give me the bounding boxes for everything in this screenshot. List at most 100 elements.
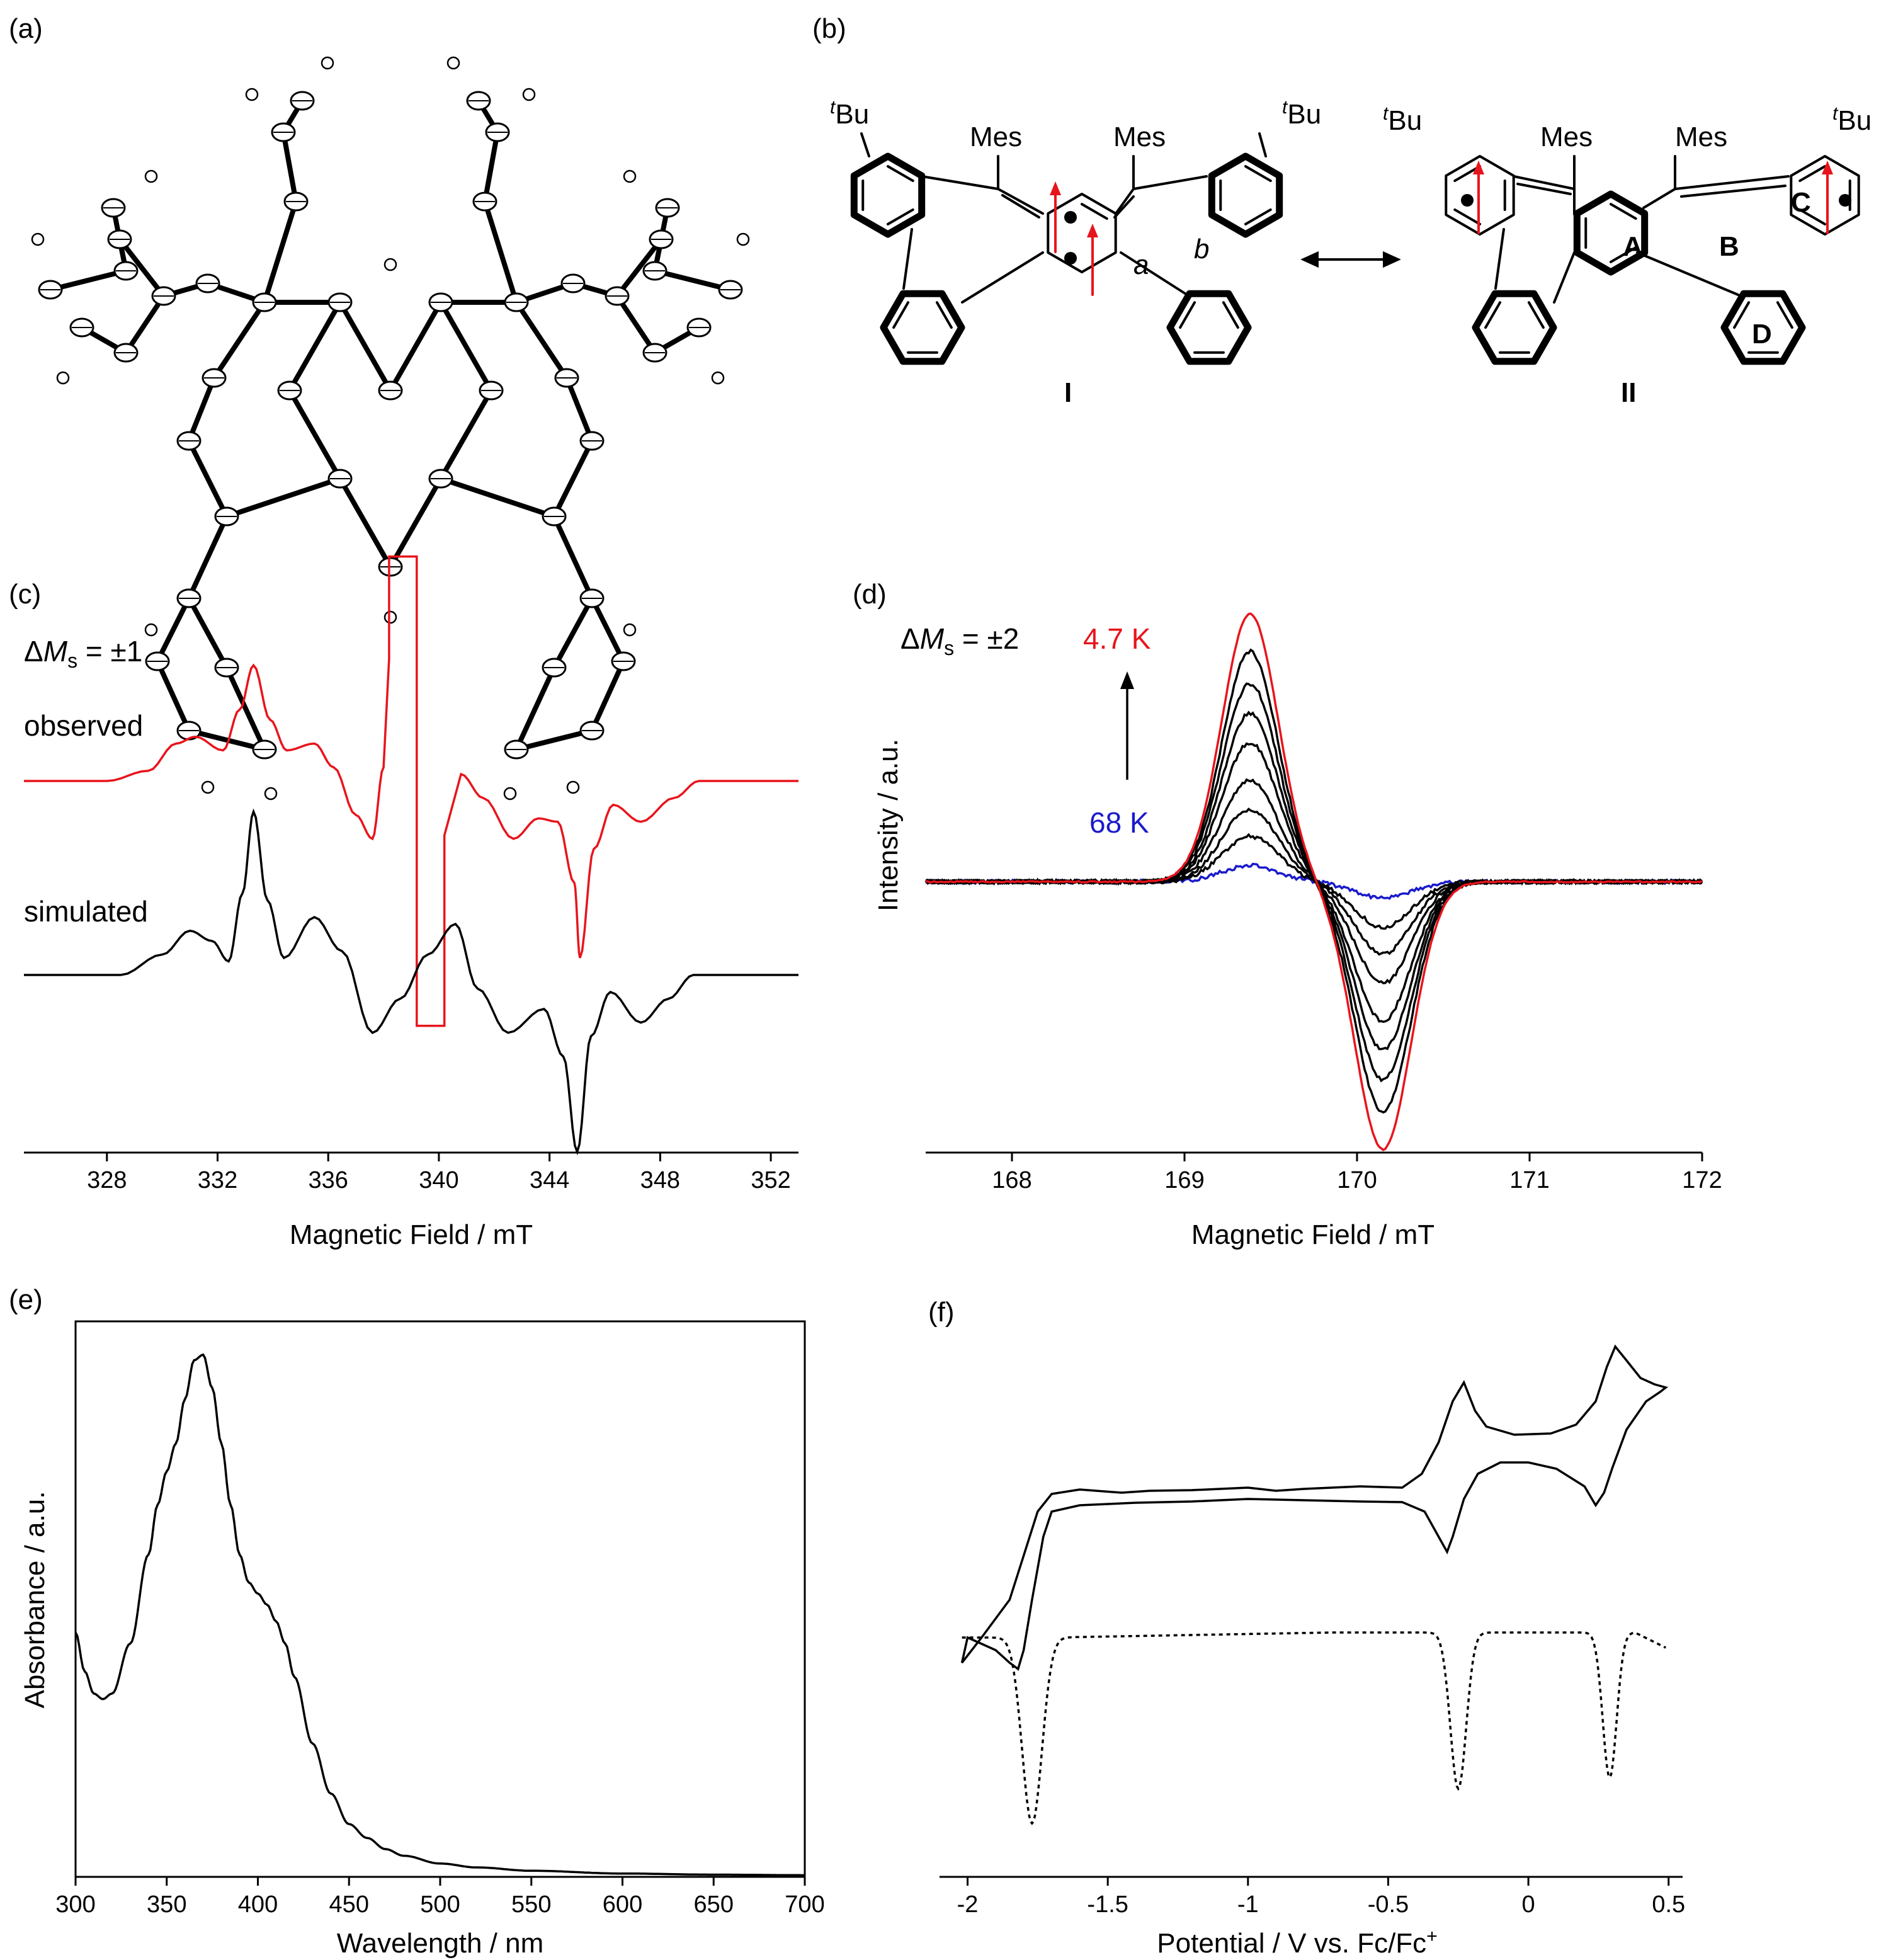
ortep-hydrogen [566, 780, 580, 794]
f-tick-label: -1 [1237, 1891, 1259, 1918]
d-spectrum-line [925, 612, 1703, 1151]
e-y-axis-label: Absorbance / a.u. [20, 1491, 50, 1709]
ring-II-C [1790, 155, 1860, 236]
ring-I-tr-inner [1244, 165, 1272, 183]
panel-d-label: (d) [853, 579, 887, 610]
ortep-hydrogen [446, 56, 460, 70]
tbu-label-3: tBu [1383, 103, 1422, 137]
ring-I-tl-inner [887, 165, 914, 183]
ring-II-C-inner [1798, 208, 1826, 225]
f-cv-line [960, 1344, 1669, 1671]
c-tick-label: 328 [87, 1167, 127, 1194]
ring-I-bl-inner [935, 301, 953, 329]
ortep-bond [117, 237, 166, 298]
ortep-bond [186, 515, 229, 600]
ring-I-br-inner [1179, 301, 1196, 329]
ortep-bond [615, 294, 657, 355]
panel-f-label: (f) [928, 1297, 955, 1328]
d-legend-68K: 68 K [1089, 806, 1149, 839]
bond [1115, 188, 1135, 215]
bond [1120, 251, 1188, 296]
ortep-bond [552, 597, 594, 669]
bond [1642, 188, 1676, 209]
ring-label-D: D [1752, 319, 1772, 350]
ortep-bond [338, 301, 393, 392]
c-tick-label: 332 [198, 1167, 237, 1194]
d-tick-label: 171 [1509, 1167, 1549, 1194]
bond [1553, 251, 1576, 304]
ortep-bond [155, 660, 191, 732]
c-observed-label: observed [24, 709, 143, 742]
ortep-bond [654, 268, 731, 292]
mes-label-2: Mes [1113, 122, 1166, 152]
ortep-bond [155, 597, 191, 663]
f-tick-label: -0.5 [1368, 1891, 1409, 1918]
tbu-label-1: tBu [830, 97, 869, 130]
d-tick-label: 169 [1164, 1167, 1204, 1194]
radical-dot-I-2 [1064, 252, 1077, 265]
ortep-bond [338, 477, 393, 568]
ring-label-C: C [1791, 187, 1811, 218]
ortep-bond [186, 440, 229, 518]
structure-I-label: I [1064, 377, 1072, 408]
ortep-bond [287, 301, 343, 392]
ortep-hydrogen [144, 169, 158, 183]
bond [921, 175, 999, 190]
bond [1680, 185, 1787, 198]
ortep-bond [212, 300, 267, 380]
ortep-bond [516, 728, 593, 752]
ortep-hydrogen [711, 371, 725, 385]
ring-II-D-inner [1776, 301, 1793, 329]
ring-II-A-inner [1610, 203, 1637, 220]
ortep-hydrogen [736, 232, 750, 246]
panel-b-label: (b) [812, 13, 846, 44]
resonance-structures [850, 132, 1860, 365]
f-tick-label: -1.5 [1087, 1891, 1128, 1918]
c-x-ticks: 328 332 336 340 344 348 352 [87, 1153, 791, 1194]
ortep-bond [50, 268, 127, 292]
ortep-bond [123, 294, 166, 355]
ortep-bond [186, 377, 217, 442]
radical-dot-II-2 [1839, 194, 1851, 207]
d-spectra [924, 612, 1703, 1151]
ortep-hydrogen [623, 623, 637, 637]
e-tick-label: 400 [238, 1891, 278, 1918]
ring-II-C-inner [1798, 165, 1826, 183]
ortep-bond [438, 301, 494, 392]
panel-e: (e) 300 350 400 450 500 550 600 650 700 Absorban… [9, 1284, 825, 1959]
panel-e-label: (e) [9, 1284, 43, 1315]
mes-label-4: Mes [1675, 122, 1727, 152]
f-x-ticks: -2 -1.5 -1 -0.5 0 0.5 [957, 1877, 1685, 1918]
e-tick-label: 700 [785, 1891, 824, 1918]
ortep-bond [552, 440, 594, 518]
ortep-bond [564, 377, 594, 442]
f-tick-label: 0.5 [1652, 1891, 1685, 1918]
d-legend-4-7K: 4.7 K [1083, 622, 1151, 655]
ortep-bond [440, 476, 555, 519]
panel-a-label: (a) [9, 13, 43, 44]
spin-arrow-I-1-head [1050, 181, 1061, 195]
f-x-axis-label: Potential / V vs. Fc/Fc+ [1157, 1926, 1437, 1959]
tbu-label-4: tBu [1832, 103, 1872, 137]
c-tick-label: 336 [309, 1167, 348, 1194]
spin-arrow-I-2-head [1087, 224, 1098, 237]
panel-c-label: (c) [9, 579, 41, 610]
ortep-bond [438, 389, 494, 480]
ortep-hydrogen [503, 787, 517, 801]
c-delta-ms-annotation: ΔMs = ±1 [24, 635, 142, 672]
radical-dot-II-1 [1461, 194, 1474, 207]
ring-II-A-inner [1610, 246, 1637, 263]
ortep-bond [225, 476, 341, 519]
c-simulated-label: simulated [24, 895, 148, 928]
mes-label-1: Mes [970, 122, 1022, 152]
d-tick-label: 168 [992, 1167, 1031, 1194]
ring-I-center-inner [1081, 203, 1108, 220]
e-absorbance-line [74, 1353, 805, 1877]
e-x-ticks: 300 350 400 450 500 550 600 650 700 [55, 1877, 825, 1918]
e-plot-frame [74, 1320, 806, 1878]
ring-I-center [1047, 193, 1117, 273]
bond [1513, 175, 1576, 190]
panel-b: (b) tBu Mes Mes tBu a b I tBu Mes Mes tB… [812, 13, 1872, 408]
ring-II-bl-inner [1484, 301, 1502, 329]
e-x-axis-label: Wavelength / nm [337, 1928, 544, 1959]
